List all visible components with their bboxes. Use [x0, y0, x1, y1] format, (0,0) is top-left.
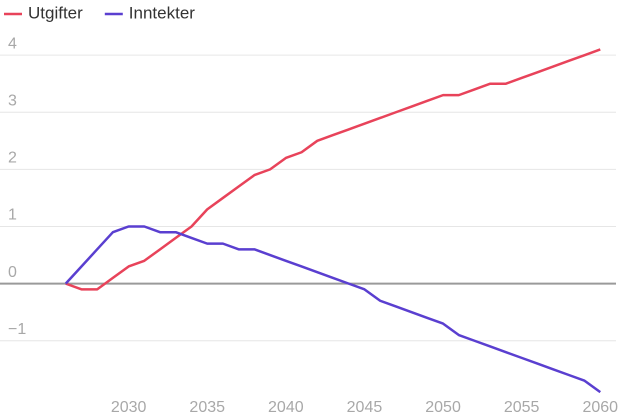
series-line	[64, 225, 602, 394]
y-tick-label: 3	[8, 92, 17, 109]
y-tick-label: 2	[8, 150, 17, 167]
x-tick-label: 2035	[189, 399, 225, 416]
x-tick-label: 2040	[268, 399, 304, 416]
x-tick-label: 2050	[425, 399, 461, 416]
x-tick-label: 2060	[582, 399, 618, 416]
series-line	[65, 48, 601, 291]
legend-label: Utgifter	[28, 3, 83, 22]
x-tick-label: 2055	[504, 399, 540, 416]
y-tick-label: 1	[8, 207, 17, 224]
x-tick-label: 2045	[347, 399, 383, 416]
y-tick-label: 4	[8, 35, 17, 52]
legend-label: Inntekter	[129, 3, 195, 22]
x-tick-label: 2030	[111, 399, 147, 416]
y-tick-label: 0	[8, 264, 17, 281]
y-tick-label: −1	[8, 321, 26, 338]
